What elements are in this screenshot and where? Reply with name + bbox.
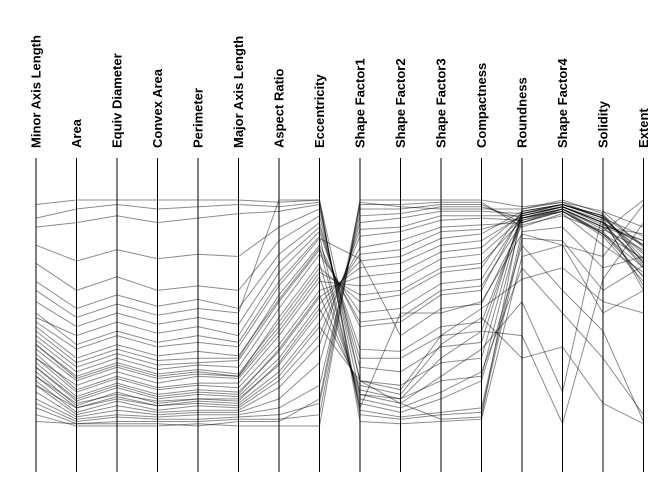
data-line	[35, 208, 644, 407]
axis-label: Shape Factor2	[393, 58, 408, 148]
axis-label: Eccentricity	[312, 74, 327, 148]
axis-label: Area	[69, 118, 84, 148]
data-line	[35, 208, 644, 352]
data-line	[35, 199, 644, 427]
data-line	[35, 204, 644, 423]
data-line	[35, 199, 644, 350]
axis-label: Compactness	[474, 63, 489, 148]
axes	[35, 158, 644, 472]
axis-label: Convex Area	[150, 68, 165, 148]
data-line	[35, 206, 644, 391]
data-line	[35, 206, 644, 398]
data-line	[35, 267, 644, 409]
data-line	[35, 208, 644, 368]
data-line	[35, 203, 644, 377]
axis-label: Shape Factor3	[434, 58, 449, 148]
data-line	[35, 203, 644, 393]
data-line	[35, 203, 644, 418]
data-line	[35, 201, 644, 425]
data-line	[35, 201, 644, 420]
data-line	[35, 307, 644, 425]
data-line	[35, 199, 644, 420]
data-lines	[35, 199, 644, 427]
data-line	[35, 203, 644, 364]
axis-labels: Minor Axis Length Area Equiv Diameter Conve…	[29, 35, 652, 148]
axis-label: Extent	[636, 108, 651, 148]
data-line	[35, 208, 644, 400]
axis-label: Shape Factor1	[353, 58, 368, 148]
data-line	[35, 204, 644, 410]
axis-label: Major Axis Length	[231, 36, 246, 148]
data-line	[35, 210, 644, 382]
axis-label: Perimeter	[191, 88, 206, 148]
data-line	[35, 206, 644, 420]
data-line	[35, 206, 644, 386]
data-line	[35, 244, 644, 422]
axis-label: Solidity	[596, 100, 611, 148]
data-line	[35, 208, 644, 413]
axis-label: Equiv Diameter	[110, 53, 125, 148]
data-line	[35, 210, 644, 409]
data-line	[35, 203, 644, 402]
data-line	[35, 206, 644, 373]
data-line	[35, 206, 644, 359]
data-line	[35, 203, 644, 373]
axis-label: Shape Factor4	[555, 58, 570, 148]
data-line	[35, 222, 644, 426]
data-line	[35, 203, 644, 418]
axis-label: Aspect Ratio	[272, 68, 287, 148]
data-line	[35, 262, 644, 415]
axis-label: Minor Axis Length	[29, 35, 44, 148]
axis-label: Roundness	[515, 77, 530, 148]
data-line	[35, 199, 644, 425]
data-line	[35, 206, 644, 416]
data-line	[35, 199, 644, 427]
data-line	[35, 210, 644, 404]
